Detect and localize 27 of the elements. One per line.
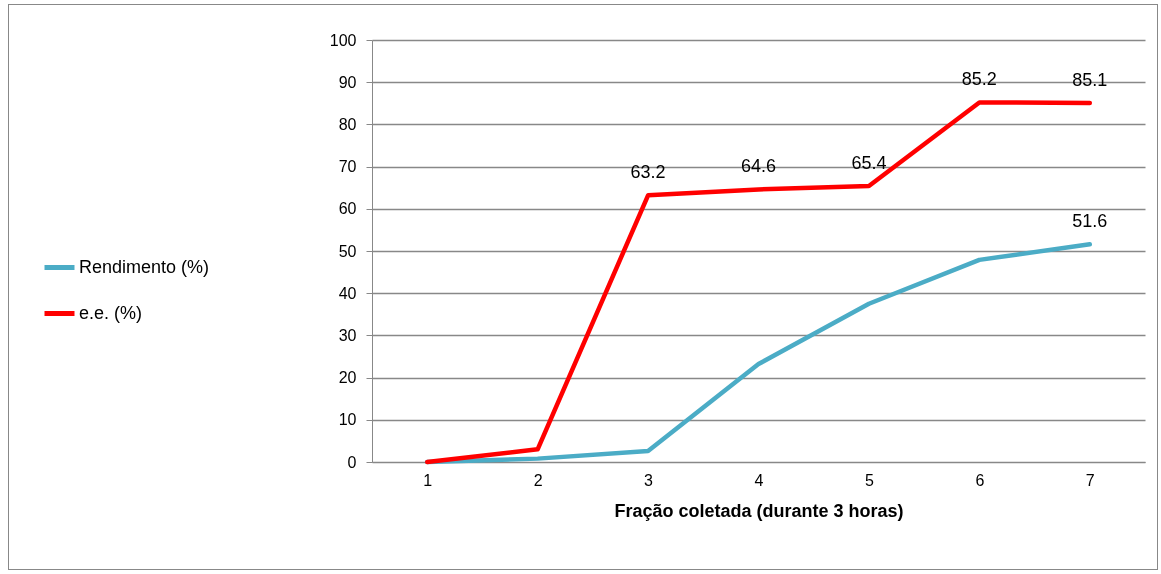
x-tick-label: 6 bbox=[975, 471, 985, 489]
legend-label: e.e. (%) bbox=[79, 302, 143, 323]
data-label: 85.2 bbox=[961, 69, 997, 90]
x-tick-label: 5 bbox=[864, 471, 874, 489]
y-tick-label: 0 bbox=[347, 453, 357, 471]
data-label: 64.6 bbox=[740, 156, 777, 177]
data-label: 63.2 bbox=[630, 162, 666, 183]
y-tick-label: 50 bbox=[338, 242, 357, 260]
data-label: 65.4 bbox=[851, 153, 887, 174]
x-axis-title: Fração coletada (durante 3 horas) bbox=[614, 500, 904, 521]
y-tick-label: 10 bbox=[338, 411, 357, 429]
data-label: 51.6 bbox=[1072, 211, 1108, 232]
x-tick-label: 1 bbox=[423, 471, 433, 489]
x-tick-label: 3 bbox=[644, 471, 654, 489]
y-tick-label: 60 bbox=[338, 200, 357, 218]
data-label: 85.1 bbox=[1072, 69, 1108, 90]
y-tick-label: 30 bbox=[338, 326, 357, 344]
x-tick-label: 2 bbox=[533, 471, 543, 489]
y-tick-label: 100 bbox=[329, 31, 357, 49]
y-tick-label: 20 bbox=[338, 369, 357, 387]
x-tick-label: 4 bbox=[754, 471, 764, 489]
x-tick-label: 7 bbox=[1085, 471, 1095, 489]
y-tick-label: 80 bbox=[338, 115, 357, 133]
y-tick-label: 90 bbox=[338, 73, 357, 91]
y-tick-label: 70 bbox=[338, 158, 357, 176]
y-tick-label: 40 bbox=[338, 284, 357, 302]
legend-label: Rendimento (%) bbox=[79, 256, 210, 277]
